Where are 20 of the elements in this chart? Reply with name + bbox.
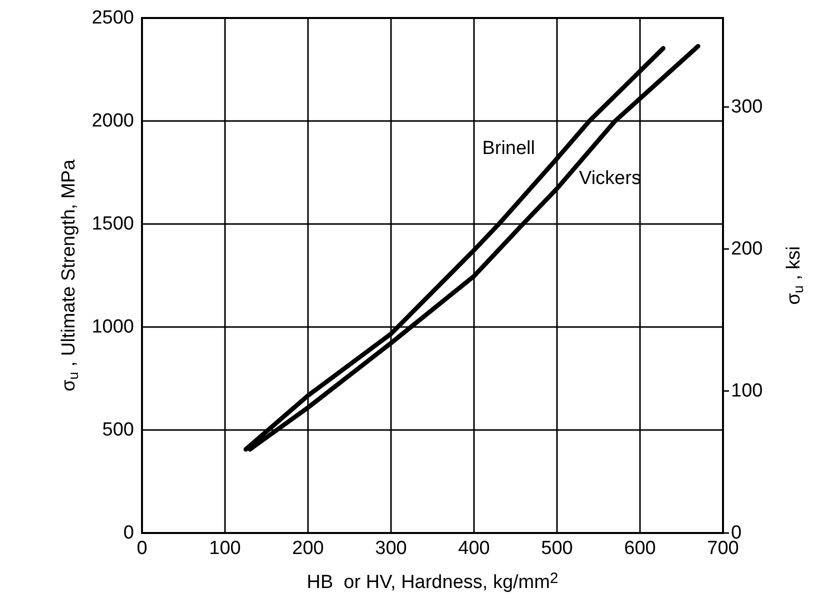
x-tick-label: 400 xyxy=(458,538,490,559)
y-tick-label: 500 xyxy=(102,420,134,440)
x-tick-label: 600 xyxy=(624,538,656,559)
x-tick-label: 300 xyxy=(375,538,407,559)
y2-axis-title: σu , ksi xyxy=(784,246,806,305)
series-label: Vickers xyxy=(579,168,641,190)
y-tick-label: 1000 xyxy=(92,316,134,338)
y-tick-label: 2000 xyxy=(92,110,134,132)
x-tick-label: 200 xyxy=(292,538,324,559)
y2-tick-label: 300 xyxy=(731,96,763,118)
x-tick-label: 100 xyxy=(209,538,241,559)
y-tick-label: 2500 xyxy=(92,8,134,28)
x-tick-label: 500 xyxy=(541,538,573,559)
y2-tick-label: 100 xyxy=(731,380,763,402)
y-tick-label: 0 xyxy=(123,522,134,544)
y-tick-label: 1500 xyxy=(92,214,134,234)
series-label: Brinell xyxy=(482,138,535,159)
y-axis-title: σu , Ultimate Strength, MPa xyxy=(58,159,81,392)
x-tick-label: 0 xyxy=(136,538,148,559)
y2-tick-label: 200 xyxy=(731,238,763,260)
